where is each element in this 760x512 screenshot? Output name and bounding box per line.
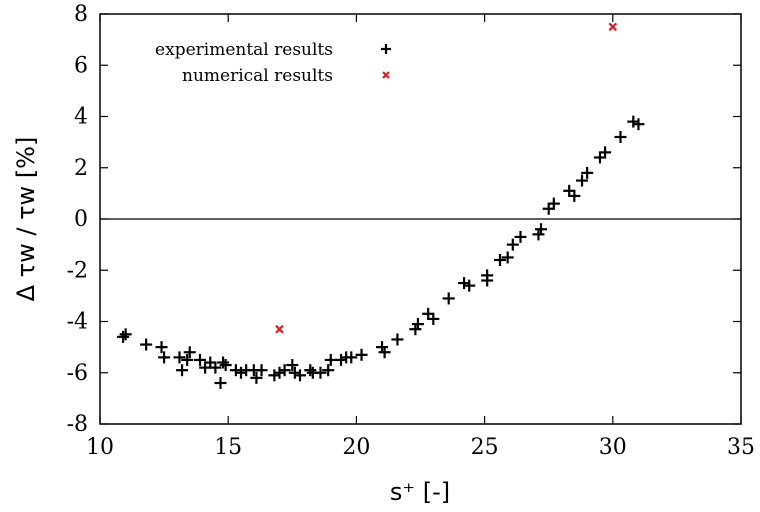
y-tick-label: 4: [74, 105, 88, 130]
experimental-point: [204, 356, 217, 369]
experimental-point: [501, 251, 514, 264]
experimental-point: [214, 377, 227, 389]
experimental-point: [427, 312, 440, 325]
experimental-point: [219, 359, 232, 372]
experimental-point: [117, 330, 130, 343]
experimental-point: [593, 151, 606, 164]
experimental-point: [514, 230, 527, 243]
x-tick-label: 25: [471, 435, 499, 460]
experimental-point: [119, 328, 132, 341]
axis-ticks: 10 15 20 25 30 35 -8 -6 -4 -2 0 2 4 6 8: [67, 2, 755, 460]
experimental-point: [458, 277, 471, 290]
experimental-point: [181, 353, 194, 366]
y-tick-label: -4: [67, 310, 88, 335]
experimental-point: [158, 351, 171, 364]
experimental-point: [235, 366, 248, 379]
legend-marker-cross: [382, 71, 390, 79]
experimental-point: [442, 292, 455, 305]
x-tick-label: 10: [86, 435, 114, 460]
y-tick-label: -2: [67, 258, 88, 283]
experimental-point: [345, 351, 358, 364]
x-tick-label: 35: [727, 435, 755, 460]
experimental-point: [322, 364, 335, 377]
experimental-point: [176, 364, 189, 377]
data-points: [117, 22, 645, 389]
experimental-point: [391, 333, 404, 346]
experimental-point: [217, 356, 230, 369]
y-tick-label: 8: [74, 2, 88, 27]
y-tick-label: 2: [74, 156, 88, 181]
experimental-point: [183, 346, 196, 359]
experimental-point: [193, 353, 206, 366]
legend-label: experimental results: [155, 40, 333, 60]
experimental-point: [411, 318, 424, 331]
experimental-point: [293, 369, 306, 382]
experimental-point: [599, 146, 612, 159]
legend: experimental results numerical results: [155, 40, 391, 86]
experimental-point: [324, 353, 337, 366]
y-tick-label: -6: [67, 361, 88, 386]
y-tick-label: 0: [74, 207, 88, 232]
experimental-point: [542, 202, 555, 215]
legend-label: numerical results: [182, 66, 333, 86]
experimental-point: [255, 364, 268, 377]
experimental-point: [547, 197, 560, 210]
experimental-point: [409, 323, 422, 336]
experimental-point: [463, 279, 476, 292]
y-tick-label: 6: [74, 53, 88, 78]
x-tick-label: 30: [599, 435, 627, 460]
experimental-point: [535, 223, 548, 236]
experimental-point: [627, 115, 640, 128]
experimental-point: [288, 366, 301, 379]
numerical-point: [275, 324, 284, 334]
experimental-point: [481, 274, 494, 287]
experimental-point: [632, 118, 645, 131]
x-tick-label: 20: [342, 435, 370, 460]
experimental-point: [286, 359, 299, 372]
experimental-point: [376, 341, 389, 354]
experimental-point: [250, 371, 263, 384]
experimental-point: [209, 361, 222, 374]
experimental-point: [493, 254, 506, 266]
experimental-point: [568, 189, 581, 202]
y-axis-label: Δ τw / τw [%]: [12, 137, 40, 302]
legend-marker-plus: [381, 44, 391, 54]
experimental-point: [422, 307, 435, 320]
experimental-point: [563, 184, 576, 197]
experimental-point: [140, 338, 153, 351]
experimental-point: [229, 364, 242, 377]
experimental-point: [581, 166, 594, 179]
experimental-point: [173, 351, 186, 364]
experimental-point: [532, 228, 545, 241]
experimental-point: [268, 369, 281, 382]
x-tick-label: 15: [214, 435, 242, 460]
experimental-point: [199, 361, 212, 374]
numerical-point: [608, 22, 618, 32]
experimental-point: [614, 131, 627, 143]
experimental-point: [335, 353, 348, 366]
experimental-point: [304, 364, 317, 377]
y-tick-label: -8: [67, 412, 88, 437]
experimental-point: [355, 348, 368, 361]
experimental-point: [506, 238, 519, 251]
experimental-point: [273, 366, 286, 379]
experimental-point: [378, 346, 391, 359]
experimental-point: [314, 366, 327, 379]
experimental-point: [278, 364, 291, 377]
experimental-point: [576, 174, 589, 187]
experimental-point: [155, 341, 168, 354]
x-axis-label: s⁺ [-]: [390, 478, 450, 506]
